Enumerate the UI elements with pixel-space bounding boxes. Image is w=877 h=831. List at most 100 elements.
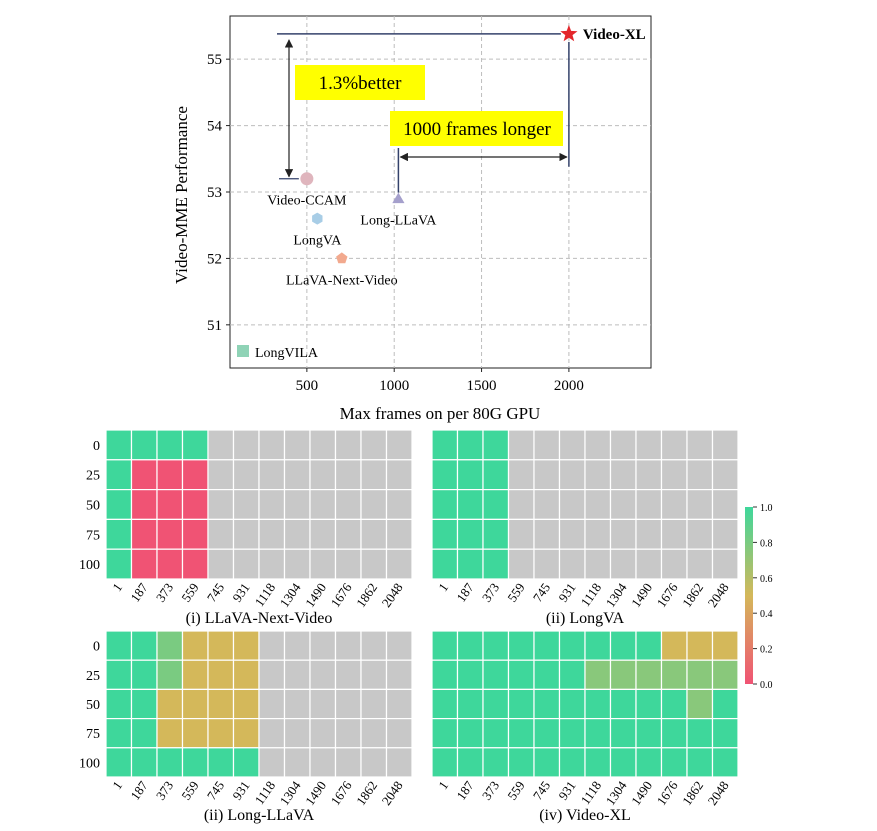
heatmap-cell <box>207 717 235 749</box>
heatmap-cell <box>130 659 158 691</box>
heatmap-cell <box>232 518 260 550</box>
video-ccam-marker <box>300 172 314 186</box>
scatter-legend: LongVILA <box>237 345 319 361</box>
video-xl-label: Video-XL <box>583 27 646 43</box>
heatmap-cell <box>507 717 535 749</box>
heatmap-cell <box>309 688 337 720</box>
heatmap-cell <box>385 688 413 720</box>
heatmap-cell <box>711 747 739 778</box>
heatmap-x-tick-label: 2048 <box>379 580 406 610</box>
heatmap-cell <box>207 630 235 661</box>
heatmap-cell <box>431 717 459 749</box>
heatmap-cell <box>105 717 133 749</box>
heatmap-panel-title: (ii) Long-LLaVA <box>204 807 315 824</box>
heatmap-cell <box>130 630 158 661</box>
heatmap-cell <box>232 489 260 521</box>
heatmap-cell <box>686 747 714 778</box>
heatmap-cell <box>533 688 561 720</box>
scatter-y-axis-label: Video-MME Performance <box>172 106 191 284</box>
colorbar-tick-label: 0.2 <box>760 645 773 656</box>
heatmap-cell <box>456 489 484 521</box>
colorbar-tick-label: 0.4 <box>760 609 773 620</box>
heatmap-x-tick-label: 1 <box>109 778 125 792</box>
heatmap-x-tick-label: 1490 <box>628 778 655 808</box>
colorbar-tick-label: 1.0 <box>760 503 773 514</box>
heatmap-panel-title: (ii) LongVA <box>546 610 625 627</box>
heatmap-cell <box>635 747 663 778</box>
heatmap-cell <box>507 429 535 461</box>
heatmap-cell <box>385 630 413 661</box>
heatmap-cell <box>584 717 612 749</box>
heatmap-cell <box>156 659 184 691</box>
heatmap-x-tick-label: 187 <box>453 778 477 803</box>
heatmap-cell <box>258 630 286 661</box>
heatmap-cell <box>482 429 510 461</box>
heatmap-cell <box>360 429 388 461</box>
heatmap-x-tick-label: 2048 <box>379 778 406 808</box>
heatmap-cell <box>431 630 459 661</box>
heatmap-x-tick-label: 1676 <box>328 580 355 610</box>
y-tick-label: 53 <box>207 185 222 201</box>
heatmap-cell <box>711 548 739 580</box>
heatmap-cell <box>232 548 260 580</box>
heatmap-cell <box>360 747 388 778</box>
annotation-1-highlight <box>295 65 425 100</box>
heatmap-cell <box>105 747 133 778</box>
heatmap-cell <box>507 518 535 550</box>
colorbar-tick-label: 0.8 <box>760 538 773 549</box>
heatmap-cell <box>334 717 362 749</box>
heatmap-cell <box>309 429 337 461</box>
heatmap-cell <box>558 489 586 521</box>
heatmap-cell <box>660 518 688 550</box>
x-tick-label: 500 <box>296 378 319 394</box>
heatmap-cell <box>456 717 484 749</box>
heatmap-cell <box>686 459 714 491</box>
heatmap-cell <box>584 459 612 491</box>
heatmap-cell <box>635 518 663 550</box>
heatmap-x-tick-label: 1118 <box>252 580 279 609</box>
heatmap-y-tick-label: 50 <box>86 499 100 514</box>
heatmap-cell <box>609 717 637 749</box>
heatmap-cell <box>635 630 663 661</box>
heatmap-cell <box>156 429 184 461</box>
heatmap-cell <box>660 630 688 661</box>
heatmap-cell <box>207 518 235 550</box>
heatmap-y-tick-label: 0 <box>93 439 100 454</box>
heatmap-cell <box>360 688 388 720</box>
heatmap-panel-title: (iv) Video-XL <box>539 807 631 824</box>
heatmap-cell <box>686 429 714 461</box>
heatmap-cell <box>711 459 739 491</box>
heatmap-cell <box>686 717 714 749</box>
heatmap-x-tick-label: 373 <box>479 580 502 605</box>
heatmap-x-tick-label: 1862 <box>353 580 380 610</box>
heatmap-x-tick-label: 931 <box>555 778 578 803</box>
heatmap-cell <box>130 459 158 491</box>
heatmap-cell <box>283 717 311 749</box>
scatter-points: Video-XL Video-CCAM Long-LLaVA LongVA LLaVA-… <box>267 24 646 288</box>
heatmap-cell <box>385 717 413 749</box>
heatmap-cell <box>385 518 413 550</box>
heatmap-cell <box>156 630 184 661</box>
heatmap-panel-3: 0 25 50 75 100 1 187 373 559 745 93111181304149016… <box>79 630 413 824</box>
heatmap-cell <box>232 747 260 778</box>
heatmap-cell <box>334 747 362 778</box>
heatmap-cell <box>258 688 286 720</box>
annotation-2-text: 1000 frames longer <box>403 119 551 140</box>
scatter-plot: 500 1000 1500 2000 51 52 53 54 55 1.3%better 1000… <box>172 15 652 423</box>
heatmap-cell <box>105 459 133 491</box>
heatmap-cell <box>711 429 739 461</box>
heatmap-cell <box>130 688 158 720</box>
heatmap-x-tick-label: 373 <box>153 580 176 605</box>
heatmap-cell <box>660 747 688 778</box>
heatmap-cell <box>660 688 688 720</box>
heatmap-cell <box>309 659 337 691</box>
heatmap-cell <box>105 548 133 580</box>
heatmap-cell <box>558 717 586 749</box>
heatmap-x-tick-label: 1862 <box>679 778 706 808</box>
heatmap-x-tick-label: 1676 <box>654 778 681 808</box>
heatmap-cell <box>334 429 362 461</box>
heatmap-x-tick-label: 931 <box>229 580 252 605</box>
heatmap-cell <box>130 717 158 749</box>
heatmap-cell <box>609 429 637 461</box>
colorbar-tick-labels: 0.0 0.2 0.4 0.6 0.8 1.0 <box>753 503 773 691</box>
